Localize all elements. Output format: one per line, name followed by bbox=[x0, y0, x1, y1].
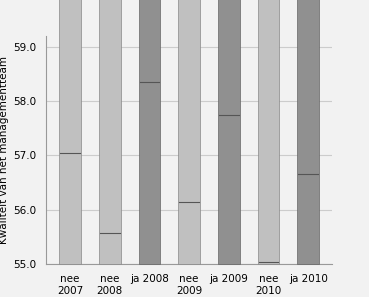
Bar bbox=[258, 0, 279, 264]
Bar bbox=[178, 0, 200, 264]
Bar bbox=[99, 0, 121, 264]
Bar bbox=[59, 0, 81, 264]
Bar bbox=[218, 0, 240, 264]
Bar bbox=[297, 0, 319, 264]
Y-axis label: Kwaliteit van het managementteam: Kwaliteit van het managementteam bbox=[0, 56, 9, 244]
Bar bbox=[138, 0, 161, 264]
